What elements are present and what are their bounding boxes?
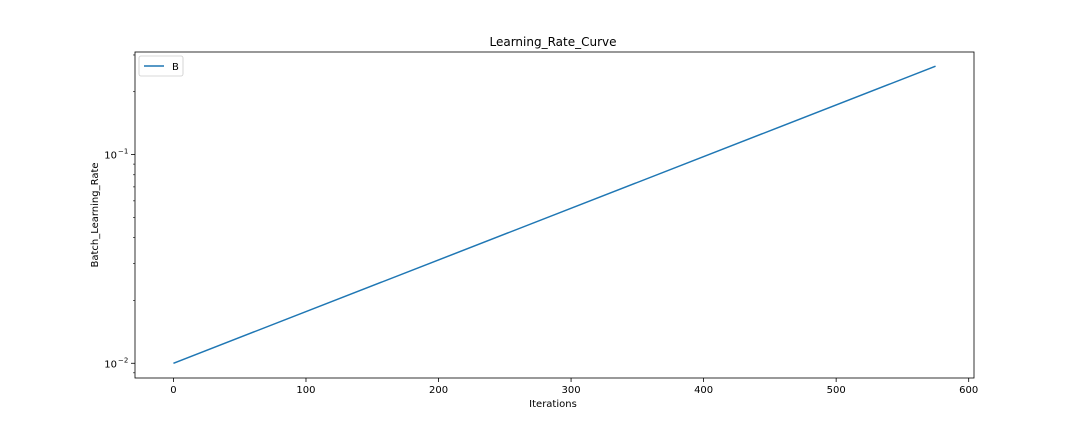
y-tick-label-exponent: −2 bbox=[118, 356, 128, 364]
legend-label-b: B bbox=[172, 62, 179, 73]
x-tick-label: 600 bbox=[959, 385, 978, 396]
y-tick-label-exponent: −1 bbox=[118, 148, 128, 156]
legend: B bbox=[138, 55, 184, 77]
x-tick-label: 200 bbox=[429, 385, 448, 396]
plot-frame bbox=[134, 51, 975, 379]
x-axis-label: Iterations bbox=[529, 399, 577, 410]
y-tick-label: 10 bbox=[104, 151, 117, 162]
axes: 0 100 200 300 400 500 600 10−210−1 bbox=[104, 51, 978, 396]
x-tick-label: 400 bbox=[694, 385, 713, 396]
x-tick-label: 0 bbox=[170, 385, 176, 396]
series-group bbox=[173, 65, 936, 364]
x-tick-label: 300 bbox=[562, 385, 581, 396]
y-tick-label: 10 bbox=[104, 359, 117, 370]
y-ticks: 10−210−1 bbox=[104, 54, 135, 374]
y-axis-label: Batch_Learning_Rate bbox=[90, 162, 101, 267]
chart-title: Learning_Rate_Curve bbox=[489, 35, 616, 49]
series-line-b bbox=[173, 65, 936, 364]
x-tick-label: 500 bbox=[827, 385, 846, 396]
x-tick-label: 100 bbox=[296, 385, 315, 396]
x-ticks: 0 100 200 300 400 500 600 bbox=[170, 378, 978, 396]
